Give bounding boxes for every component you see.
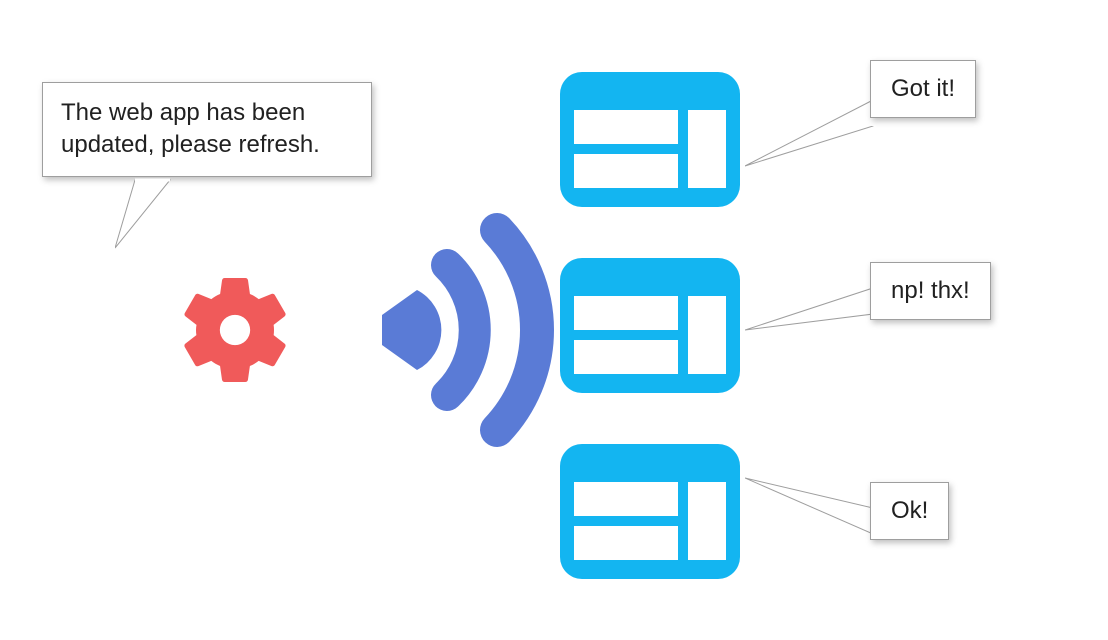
reply-3-tail <box>745 468 885 548</box>
speech-main: The web app has been updated, please ref… <box>42 82 372 177</box>
broadcast-icon <box>352 205 562 455</box>
reply-1-text: Got it! <box>891 75 955 102</box>
gear-icon <box>170 265 300 395</box>
reply-1: Got it! <box>870 60 976 118</box>
reply-2: np! thx! <box>870 262 991 320</box>
reply-3-text: Ok! <box>891 497 928 524</box>
window-icon-3 <box>560 444 740 579</box>
speech-main-text: The web app has been updated, please ref… <box>61 99 320 158</box>
reply-2-tail <box>745 280 885 340</box>
window-icon-2 <box>560 258 740 393</box>
reply-2-text: np! thx! <box>891 277 970 304</box>
window-icon-1 <box>560 72 740 207</box>
diagram-stage: The web app has been updated, please ref… <box>0 0 1108 640</box>
reply-3: Ok! <box>870 482 949 540</box>
speech-main-tail <box>115 178 195 258</box>
reply-1-tail <box>745 98 885 188</box>
